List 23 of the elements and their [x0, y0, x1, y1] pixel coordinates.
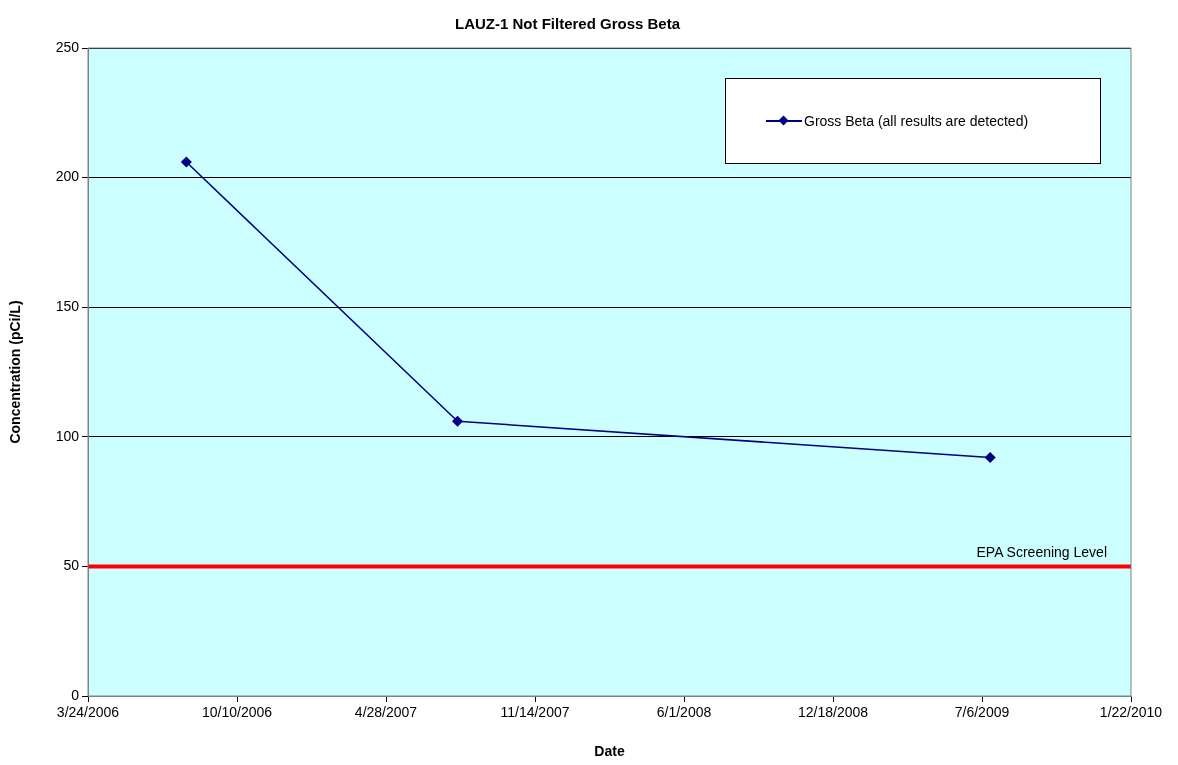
y-tick-label: 150	[55, 298, 80, 315]
y-axis-title: Concentration (pCi/L)	[7, 300, 24, 444]
point	[452, 416, 463, 427]
x-tick-label: 11/14/2007	[500, 704, 570, 721]
chart-title: LAUZ-1 Not Filtered Gross Beta	[454, 15, 681, 33]
x-axis-title: Date	[594, 743, 625, 760]
y-tick-label: 100	[55, 427, 80, 444]
point	[984, 452, 996, 463]
ref-line-label: EPA Screening Level	[976, 544, 1107, 561]
y-tick-label: 0	[71, 686, 80, 703]
y-tick-label: 200	[55, 168, 80, 185]
x-tick-label: 6/1/2008	[656, 704, 712, 721]
x-tick-label: 1/22/2010	[1099, 704, 1163, 721]
legend-box: Gross Beta (all results are detected)	[725, 78, 1101, 164]
y-tick-label: 250	[55, 38, 80, 55]
legend-label: Gross Beta (all results are detected)	[804, 113, 1029, 129]
y-tick-label: 50	[63, 557, 80, 574]
x-tick-label: 4/28/2007	[354, 704, 418, 721]
x-tick-label: 12/18/2008	[797, 704, 869, 721]
x-tick-label: 3/24/2006	[56, 704, 120, 721]
x-tick-label: 7/6/2009	[954, 704, 1010, 721]
point	[181, 156, 192, 168]
x-tick-label: 10/10/2006	[201, 704, 273, 721]
